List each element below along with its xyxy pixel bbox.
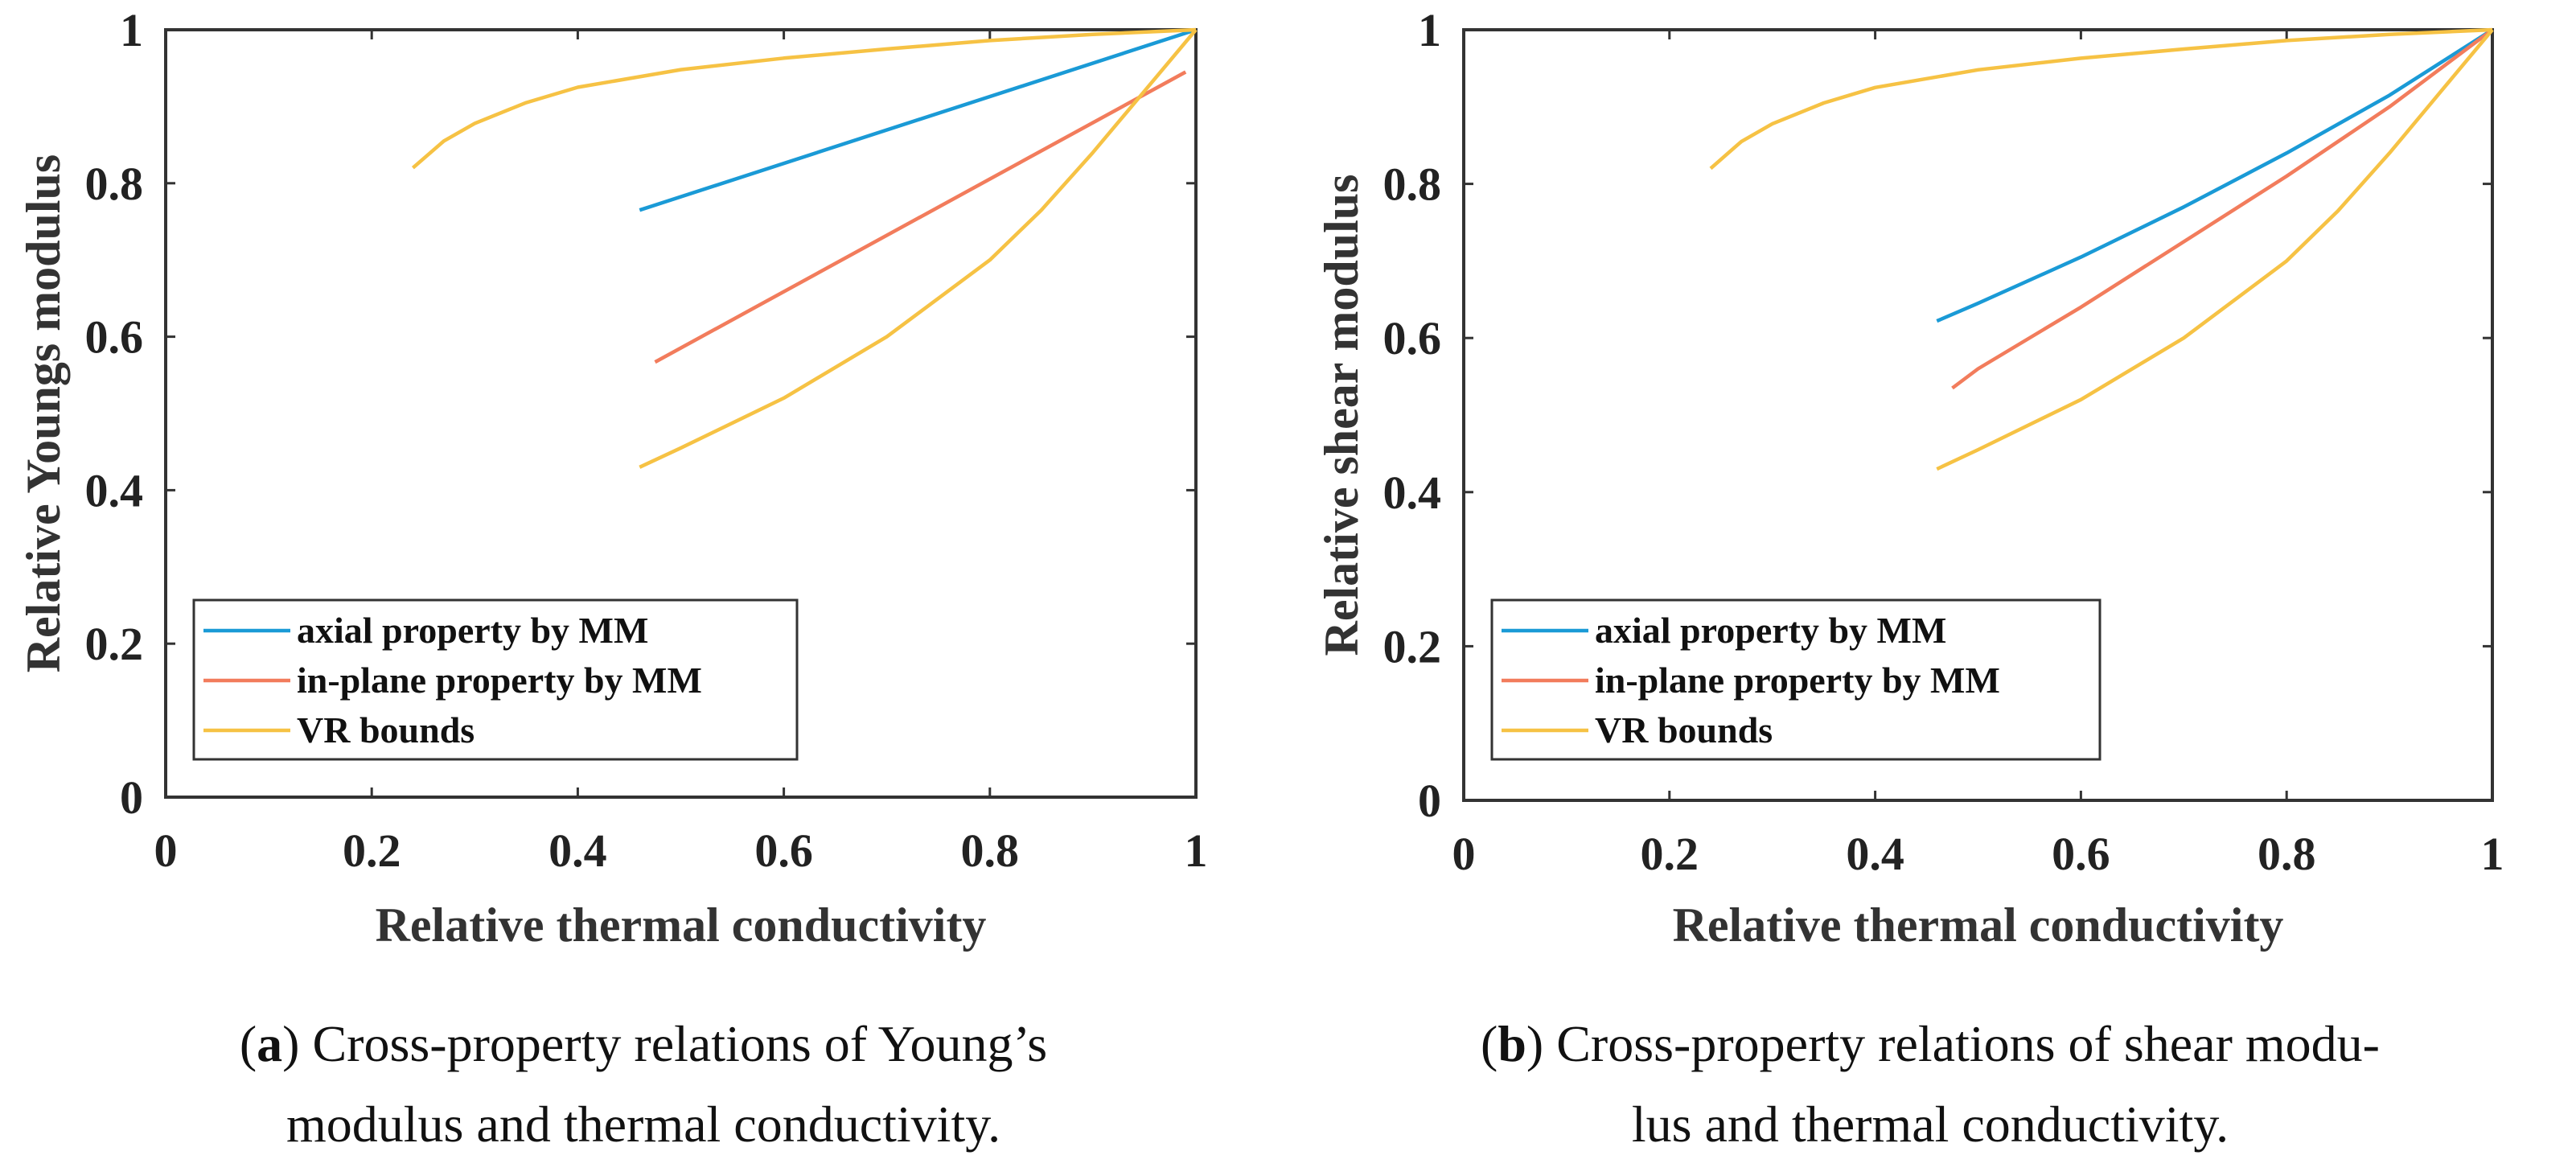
legend-label: VR bounds (297, 709, 475, 750)
series-line-2 (411, 27, 1197, 170)
caption-b: (b) Cross-property relations of shear mo… (1303, 1004, 2558, 1165)
series-line-1 (1951, 28, 2494, 390)
x-axis-label: Relative thermal conductivity (1673, 898, 2284, 952)
x-tick-label: 0.6 (754, 824, 813, 877)
legend-label: axial property by MM (1595, 610, 1946, 651)
caption-b-label: b (1498, 1015, 1526, 1072)
caption-a-line2: modulus and thermal conductivity. (286, 1096, 1001, 1153)
legend: axial property by MM in-plane property by… (1490, 598, 2101, 761)
caption-a: (a) Cross-property relations of Young’s … (16, 1004, 1271, 1165)
x-tick-label: 0.4 (1846, 828, 1904, 880)
x-tick-label: 0.6 (2052, 828, 2110, 880)
caption-a-label: a (257, 1015, 283, 1072)
y-tick-label: 0 (1418, 775, 1441, 827)
legend-label: VR bounds (1595, 709, 1773, 750)
y-axis-label: Relative shear modulus (1315, 175, 1368, 656)
chart-b: 0 0.2 0.4 0.6 0.8 1 0 0.2 0.4 0.6 0.8 1 Relative the… (1315, 4, 2504, 952)
x-tick-label: 0.8 (961, 824, 1020, 877)
y-tick-label: 0.4 (85, 464, 144, 516)
y-tick-label: 0.8 (85, 158, 144, 210)
legend-label: in-plane property by MM (1595, 660, 2000, 701)
x-tick-label: 0.2 (1641, 828, 1699, 880)
caption-a-line1: Cross-property relations of Young’s (312, 1015, 1048, 1072)
x-tick-label: 0 (1452, 828, 1476, 880)
y-tick-label: 1 (120, 4, 143, 56)
x-tick-label: 1 (2481, 828, 2504, 880)
caption-b-line2: lus and thermal conductivity. (1631, 1096, 2229, 1153)
series-line-3 (639, 28, 1198, 469)
y-tick-label: 0 (120, 771, 143, 824)
y-tick-label: 0.4 (1383, 467, 1442, 519)
y-tick-label: 0.6 (1383, 312, 1442, 364)
legend: axial property by MM in-plane property by… (192, 598, 799, 761)
y-tick-label: 1 (1418, 4, 1441, 56)
x-tick-label: 0.2 (343, 824, 401, 877)
x-tick-label: 0.8 (2258, 828, 2316, 880)
series-line-2 (1709, 27, 2493, 171)
series-line-0 (639, 27, 1197, 212)
series-line-3 (1936, 28, 2494, 471)
y-tick-label: 0.2 (1383, 620, 1442, 672)
legend-label: axial property by MM (297, 610, 648, 651)
chart-a: 0 0.2 0.4 0.6 0.8 1 0 0.2 0.4 0.6 0.8 1 Relative the… (17, 4, 1208, 952)
x-tick-label: 1 (1185, 824, 1208, 877)
y-tick-label: 0.6 (85, 311, 144, 364)
caption-b-line1: Cross-property relations of shear modu- (1556, 1015, 2380, 1072)
y-tick-label: 0.8 (1383, 158, 1442, 211)
series-line-0 (1936, 28, 2494, 323)
y-tick-label: 0.2 (85, 618, 144, 670)
x-tick-label: 0 (154, 824, 178, 877)
series-line-1 (654, 70, 1187, 364)
legend-label: in-plane property by MM (297, 660, 702, 701)
legend-box (1490, 598, 2101, 761)
x-axis-label: Relative thermal conductivity (376, 898, 987, 952)
y-axis-label: Relative Youngs modulus (17, 154, 70, 673)
x-tick-label: 0.4 (548, 824, 607, 877)
legend-box (192, 598, 799, 761)
